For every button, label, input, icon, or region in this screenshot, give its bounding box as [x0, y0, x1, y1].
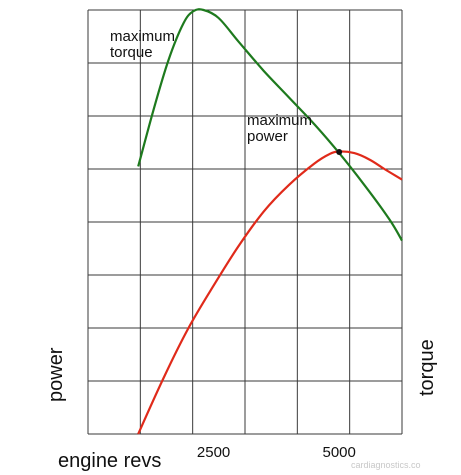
right-axis-label: torque [416, 339, 438, 396]
annotation-maximum-torque-line1: maximum [110, 28, 175, 45]
x-axis-label: engine revs [58, 450, 161, 472]
annotation-maximum-power-line2: power [247, 128, 288, 145]
torque-curve [137, 8, 403, 242]
annotation-maximum-torque-line2: torque [110, 44, 153, 61]
x-tick-label: 5000 [323, 444, 356, 461]
watermark-text: cardiagnostics.co [351, 460, 421, 470]
chart-series [137, 8, 403, 435]
annotation-maximum-power-line1: maximum [247, 112, 312, 129]
chart-grid [87, 9, 403, 435]
power-curve [137, 150, 403, 435]
power-torque-intersection-point [336, 149, 343, 156]
left-axis-label: power [45, 347, 67, 402]
x-tick-label: 2500 [197, 444, 230, 461]
x-tick-labels: 2500 5000 [197, 444, 356, 461]
